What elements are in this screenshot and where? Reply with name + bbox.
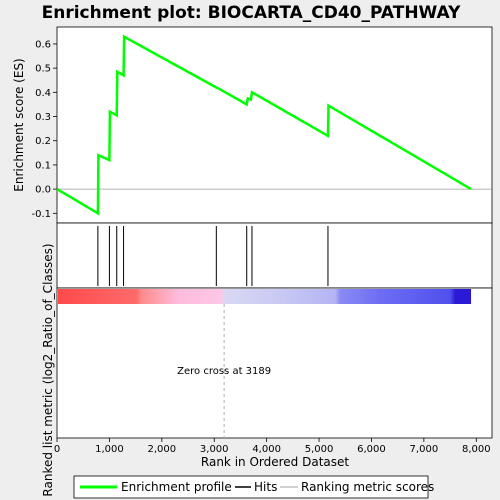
es-y-tick-label: 0.2: [35, 136, 51, 147]
x-tick-label: 3,000: [200, 444, 229, 455]
x-tick-label: 8,000: [462, 444, 491, 455]
es-y-tick-label: 0.5: [35, 64, 51, 75]
legend-ranking-metric-label: Ranking metric scores: [301, 480, 434, 494]
hits-panel: [56, 222, 493, 289]
es-y-tick-label: 0.0: [35, 185, 51, 196]
es-y-tick-label: 0.6: [35, 39, 51, 50]
es-y-tick-label: 0.1: [35, 160, 51, 171]
es-panel: [56, 26, 493, 224]
x-tick-label: 5,000: [305, 444, 334, 455]
es-y-axis-label: Enrichment score (ES): [12, 58, 26, 191]
chart-title: Enrichment plot: BIOCARTA_CD40_PATHWAY: [42, 3, 461, 23]
ranked-y-axis-label: Ranked list metric (log2_Ratio_of_Classe…: [41, 243, 55, 496]
legend-hits-label: Hits: [254, 480, 277, 494]
x-tick-label: 2,000: [147, 444, 176, 455]
zero-cross-label: Zero cross at 3189: [177, 366, 271, 377]
es-y-tick-label: -0.1: [31, 209, 51, 220]
x-tick-label: 6,000: [357, 444, 386, 455]
ranking-metric-color-bar: [58, 289, 472, 304]
es-y-tick-label: 0.4: [35, 88, 51, 99]
es-y-tick-label: 0.3: [35, 112, 51, 123]
enrichment-profile-line: [56, 34, 472, 216]
x-axis-label: Rank in Ordered Dataset: [201, 455, 349, 469]
x-tick-label: 1,000: [95, 444, 124, 455]
legend-enrichment-profile-label: Enrichment profile: [121, 480, 232, 494]
x-tick-label: 0: [54, 444, 60, 455]
legend: Enrichment profile Hits Ranking metric s…: [73, 475, 434, 499]
ranked-panel: [56, 287, 493, 439]
x-tick-label: 7,000: [410, 444, 439, 455]
x-tick-label: 4,000: [252, 444, 281, 455]
